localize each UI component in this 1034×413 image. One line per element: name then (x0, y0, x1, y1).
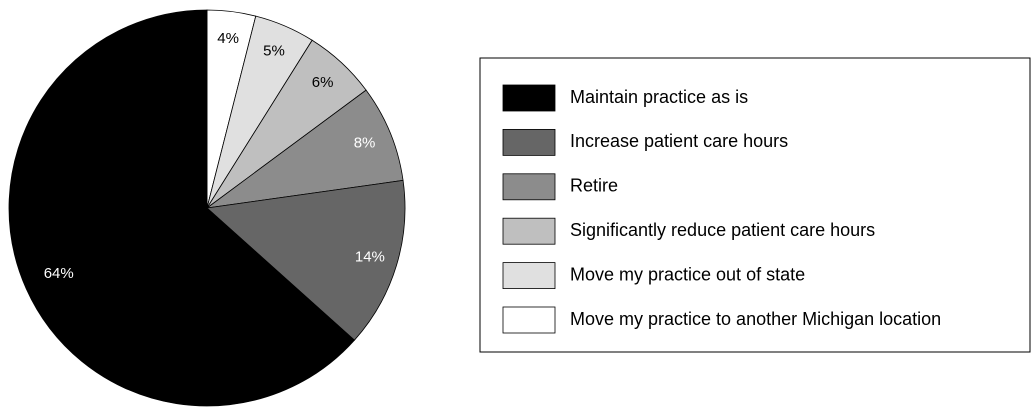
pie-slice (206, 179, 406, 341)
legend-label: Retire (570, 176, 618, 196)
legend-label: Maintain practice as is (570, 87, 748, 107)
legend-swatch (502, 173, 556, 201)
legend-swatch (502, 217, 556, 245)
slice-label: 64% (44, 265, 74, 282)
legend-label: Increase patient care hours (570, 131, 788, 151)
legend-swatch (502, 84, 556, 112)
pie-slice (8, 9, 355, 407)
slice-label: 14% (355, 249, 385, 266)
slice-label: 4% (217, 30, 239, 47)
slice-label: 6% (312, 74, 334, 91)
pie-slice (206, 89, 404, 209)
legend-swatch (502, 306, 556, 334)
legend-box (479, 57, 1031, 353)
legend-label: Move my practice to another Michigan loc… (570, 309, 941, 329)
legend-label: Significantly reduce patient care hours (570, 220, 875, 240)
legend-swatch (502, 262, 556, 290)
slice-label: 5% (263, 42, 285, 59)
legend-swatch (502, 128, 556, 156)
slice-label: 8% (354, 134, 376, 151)
legend-label: Move my practice out of state (570, 264, 805, 284)
